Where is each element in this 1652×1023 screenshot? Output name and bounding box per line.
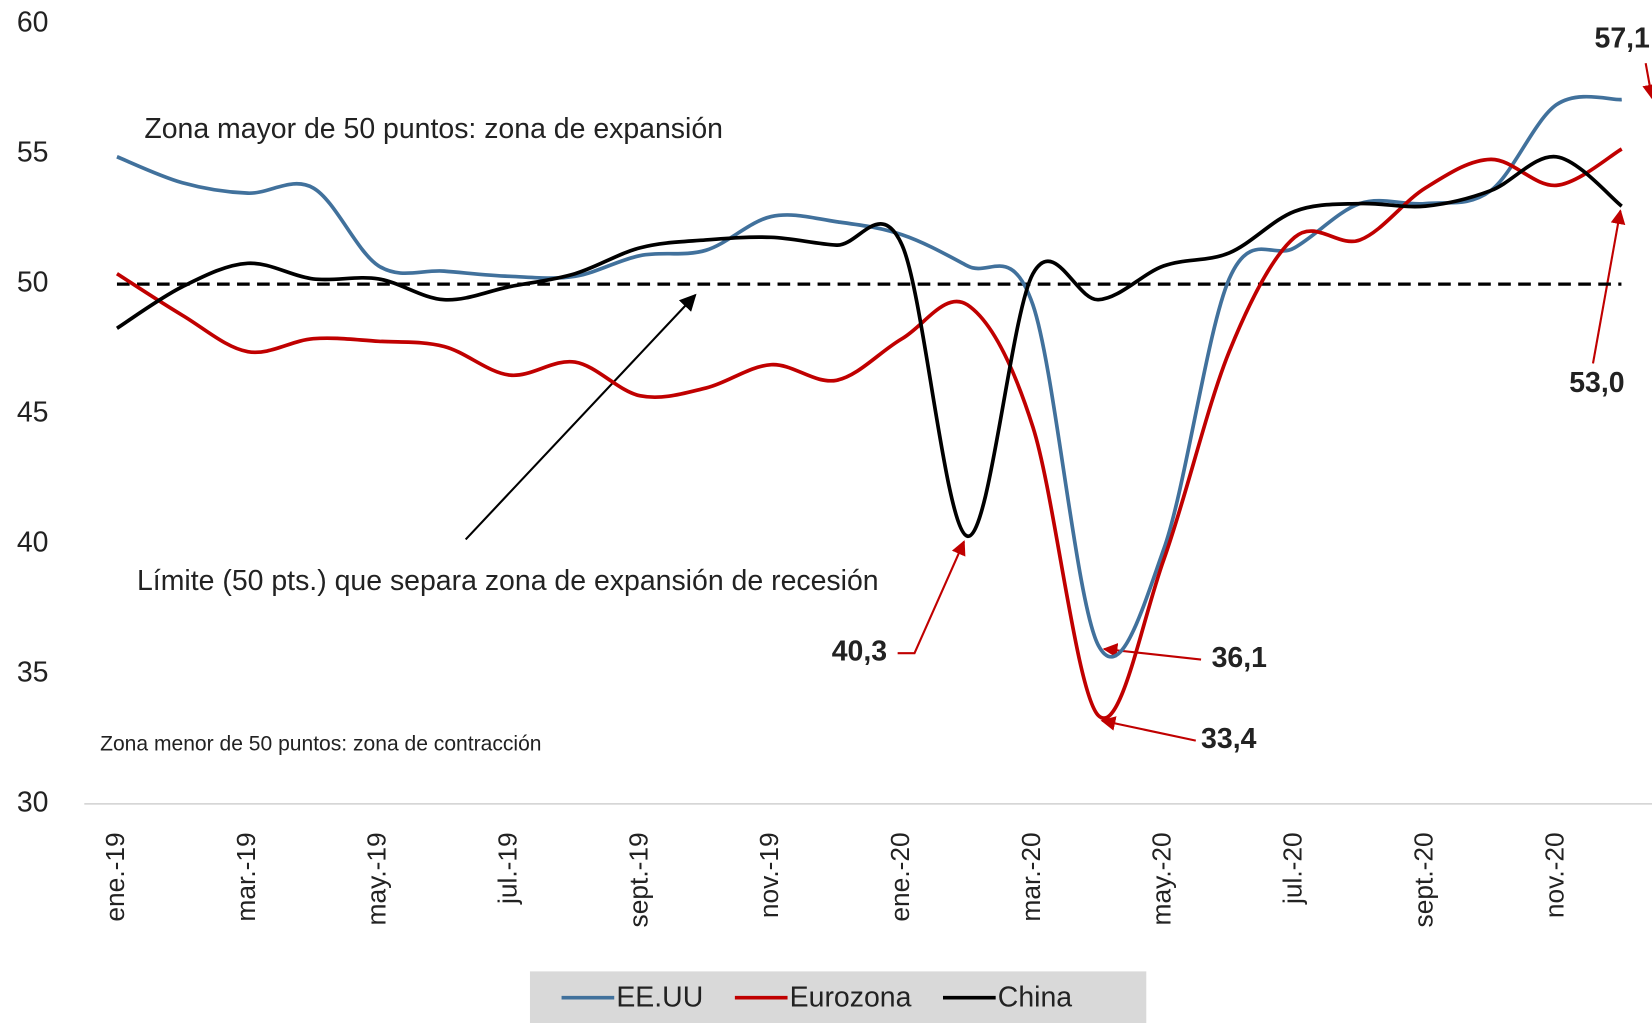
y-tick-label: 30	[17, 786, 49, 818]
data-label: 57,1	[1595, 23, 1651, 55]
data-label: 33,4	[1201, 723, 1257, 755]
annotation: Zona mayor de 50 puntos: zona de expansi…	[144, 113, 723, 145]
x-tick-label: nov.-19	[754, 832, 784, 918]
x-tick-label: may.-20	[1147, 832, 1177, 925]
legend	[529, 971, 1147, 1023]
data-label: 36,1	[1212, 642, 1268, 674]
arrow	[464, 293, 697, 541]
arrow	[1642, 63, 1652, 100]
annotation-box: Límite (50 pts.) que separa zona de expa…	[136, 564, 879, 597]
y-tick-label: 40	[17, 527, 49, 559]
legend-label: China	[998, 981, 1072, 1013]
legend-label: EE.UU	[616, 981, 703, 1013]
line-series	[115, 154, 1623, 539]
x-tick-label: jul.-19	[492, 832, 522, 905]
x-tick-label: sept.-20	[1408, 832, 1438, 927]
arrow	[1100, 716, 1197, 742]
x-tick-label: nov.-20	[1539, 832, 1569, 918]
x-tick-label: sept.-19	[623, 832, 653, 927]
x-tick-label: ene.-19	[100, 832, 130, 921]
x-tick-label: mar.-20	[1016, 832, 1046, 921]
data-label: 53,0	[1569, 367, 1624, 399]
data-label: 40,3	[832, 636, 887, 668]
x-tick-label: may.-19	[362, 832, 392, 925]
x-tick-label: jul.-20	[1278, 832, 1308, 905]
x-tick-label: ene.-20	[885, 832, 915, 921]
arrow	[1591, 209, 1626, 364]
legend-label: Eurozona	[790, 981, 912, 1013]
x-tick-label: mar.-19	[231, 832, 261, 921]
y-tick-label: 45	[17, 397, 49, 429]
y-tick-label: 35	[17, 656, 49, 688]
line-series	[115, 147, 1623, 720]
y-tick-label: 55	[17, 137, 49, 169]
y-tick-label: 50	[17, 267, 49, 299]
y-tick-label: 60	[17, 7, 49, 39]
annotation: Límite (50 pts.) que separa zona de expa…	[136, 564, 879, 597]
arrow	[897, 540, 966, 655]
annotation: Zona menor de 50 puntos: zona de contrac…	[100, 732, 541, 755]
